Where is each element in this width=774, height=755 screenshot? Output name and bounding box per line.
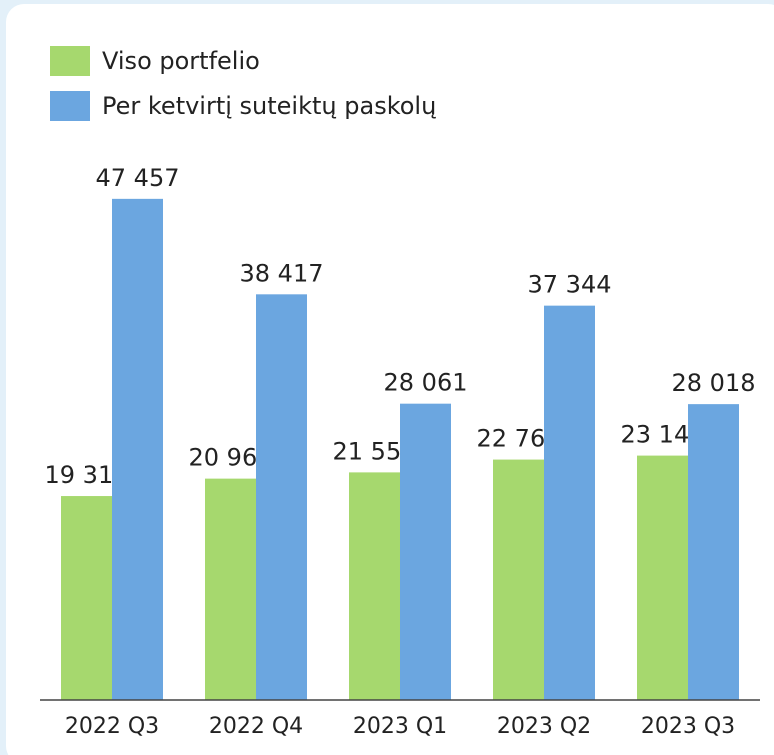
bar (400, 403, 451, 700)
bar (61, 496, 112, 700)
bar (205, 478, 256, 700)
value-label: 28 061 (384, 369, 468, 397)
value-label: 47 457 (96, 164, 180, 192)
bar (637, 455, 688, 700)
bar (688, 404, 739, 700)
legend-swatch (50, 46, 90, 76)
value-label: 28 018 (672, 369, 756, 397)
x-tick-label: 2023 Q1 (353, 714, 447, 739)
legend-label: Per ketvirtį suteiktų paskolų (102, 92, 436, 120)
value-label: 37 344 (528, 271, 612, 299)
x-tick-label: 2022 Q3 (65, 714, 159, 739)
legend-swatch (50, 91, 90, 121)
bar (112, 198, 163, 701)
legend-label: Viso portfelio (102, 47, 260, 75)
value-label: 38 417 (240, 259, 324, 287)
x-tick-label: 2023 Q2 (497, 714, 591, 739)
bar (493, 459, 544, 700)
bar (544, 305, 595, 700)
x-tick-label: 2022 Q4 (209, 714, 303, 739)
x-tick-label: 2023 Q3 (641, 714, 735, 739)
bar (349, 472, 400, 700)
bar (256, 294, 307, 700)
